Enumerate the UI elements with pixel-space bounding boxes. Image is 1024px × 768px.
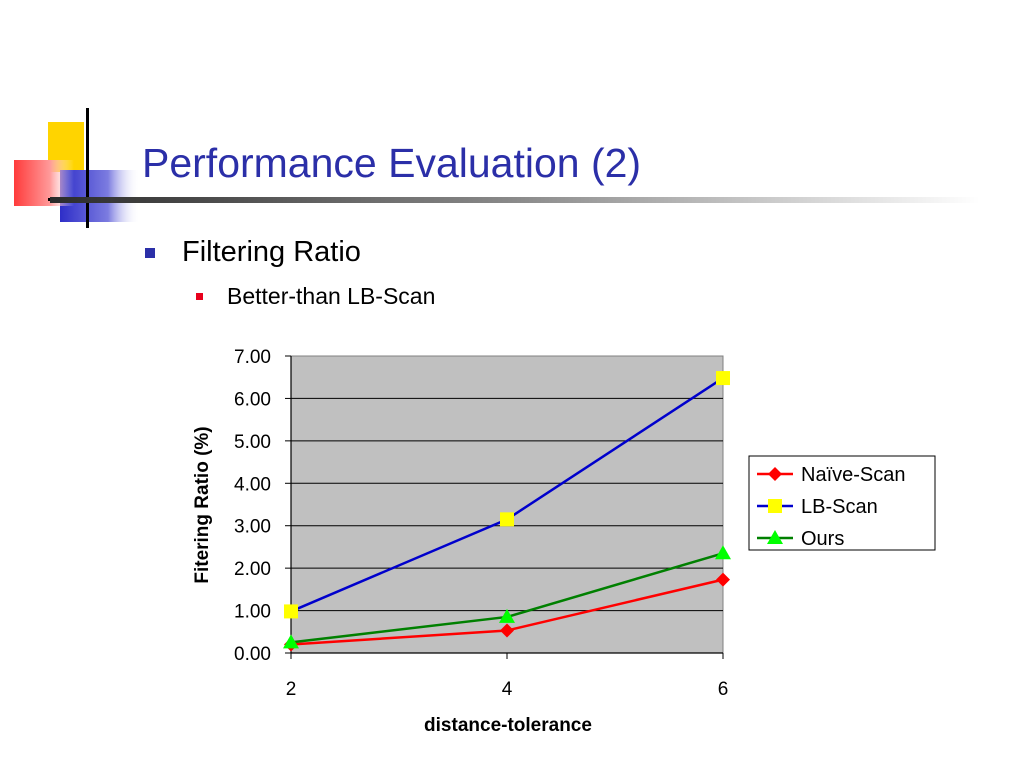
x-axis-label: distance-tolerance: [424, 715, 592, 736]
data-point-square: [500, 512, 514, 527]
plot-area: [290, 355, 724, 654]
y-tick-label: 1.00: [234, 602, 271, 623]
bullet-item: Filtering Ratio: [145, 236, 361, 269]
y-tick-label: 7.00: [234, 347, 271, 368]
x-tick-label: 4: [502, 679, 513, 700]
legend-label: Ours: [801, 528, 844, 550]
data-point-triangle: [715, 545, 731, 560]
sub-bullet-square-icon: [196, 293, 203, 300]
bullet-text: Filtering Ratio: [182, 236, 361, 268]
legend-marker-square: [768, 499, 782, 513]
y-tick-label: 4.00: [234, 474, 271, 495]
x-tick-label: 6: [718, 679, 729, 700]
y-tick-label: 0.00: [234, 644, 271, 665]
data-point-triangle: [283, 634, 299, 649]
slide-title: Performance Evaluation (2): [142, 140, 642, 186]
title-underline: [50, 197, 980, 203]
legend-label: LB-Scan: [801, 496, 878, 518]
data-point-diamond: [500, 623, 514, 638]
y-axis-label: Fitering Ratio (%): [192, 426, 213, 583]
legend-label: Naïve-Scan: [801, 464, 906, 486]
y-tick-label: 5.00: [234, 432, 271, 453]
legend-marker-triangle: [767, 530, 783, 544]
legend-marker-diamond: [768, 467, 782, 481]
data-point-diamond: [716, 572, 730, 587]
data-point-square: [284, 604, 298, 619]
bullet-square-icon: [145, 247, 155, 258]
y-tick-label: 6.00: [234, 389, 271, 410]
y-tick-label: 3.00: [234, 517, 271, 538]
x-tick-label: 2: [286, 679, 297, 700]
data-point-square: [716, 371, 730, 386]
sub-bullet-text: Better-than LB-Scan: [227, 283, 436, 309]
y-tick-label: 2.00: [234, 559, 271, 580]
slide-logo: [14, 108, 140, 228]
sub-bullet-item: Better-than LB-Scan: [196, 283, 435, 310]
data-point-triangle: [499, 608, 515, 623]
